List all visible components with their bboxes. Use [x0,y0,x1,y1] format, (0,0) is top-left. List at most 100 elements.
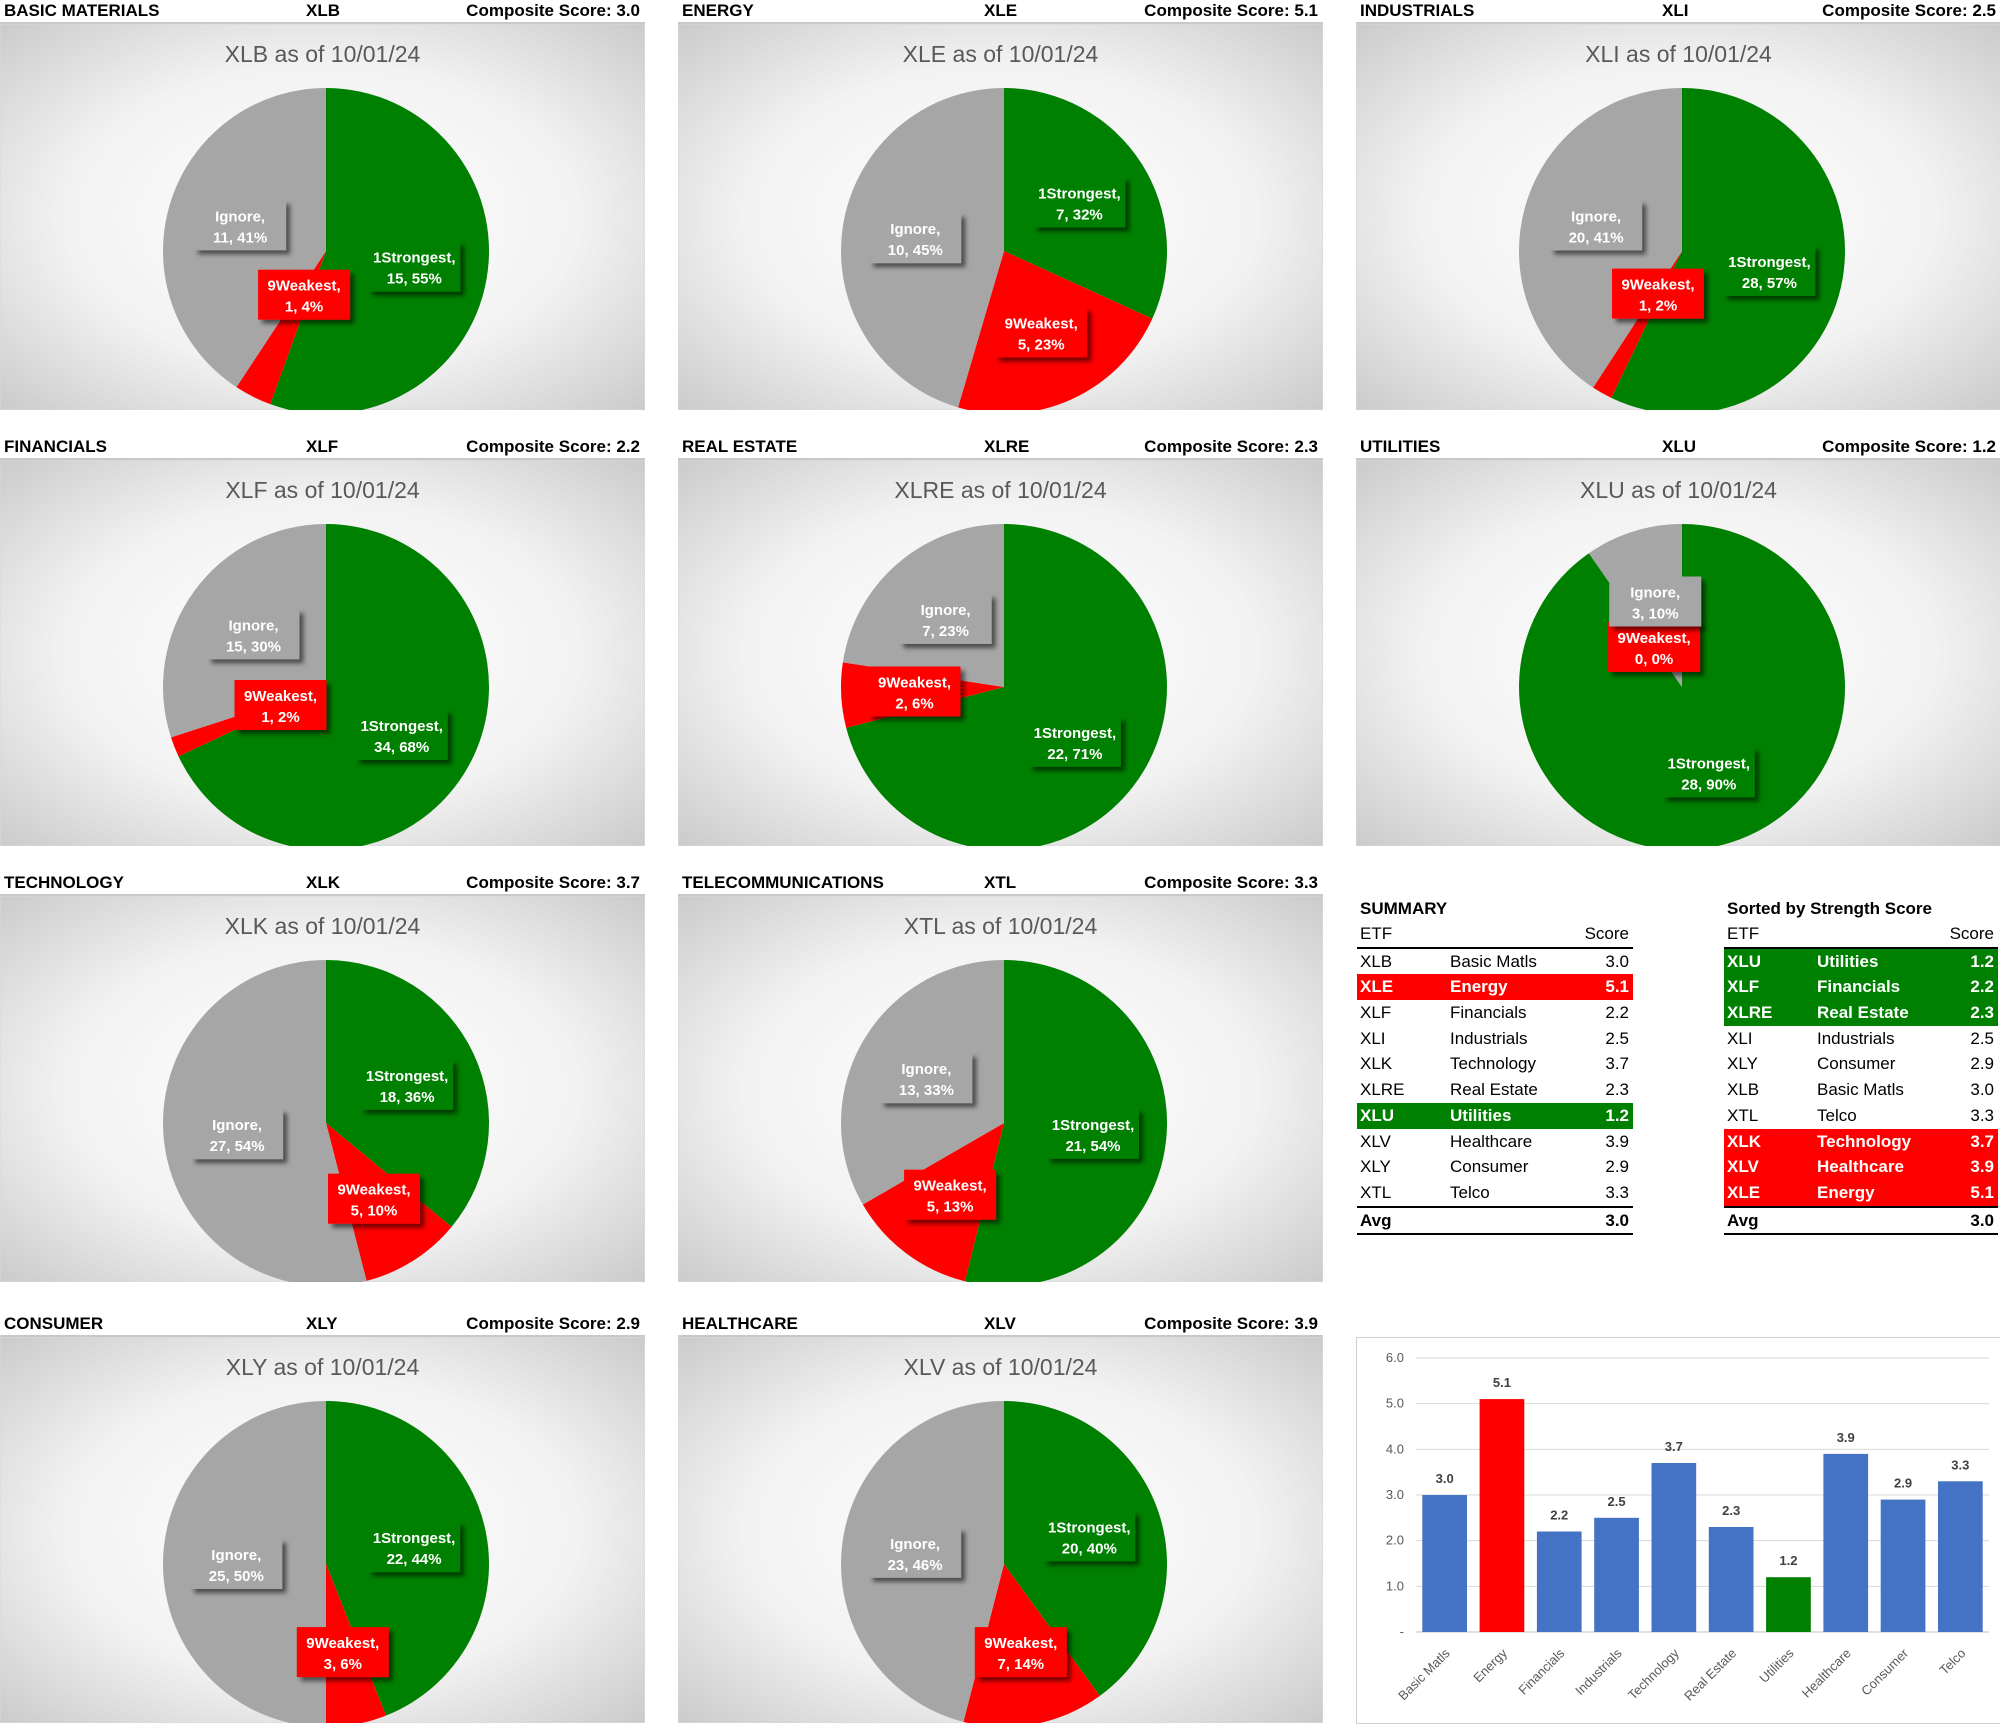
data-label: 9Weakest, 1, 2% [234,680,327,730]
name-cell: Financials [1450,1003,1527,1023]
ticker-symbol: XLF [306,437,339,456]
header-divider [678,894,1323,896]
x-category-label: Healthcare [1799,1646,1854,1701]
pie-chart-area: XLRE as of 10/01/24 1Strongest, 22, 71% 9We… [678,460,1323,846]
summary-header-row: ETF Score [1357,921,1633,949]
data-label-value: 25, 50% [209,1568,264,1585]
name-cell: Energy [1817,1182,1875,1202]
data-label-category: Ignore, [212,1117,262,1134]
table-row: XLB Basic Matls 3.0 [1357,949,1633,975]
data-label: 9Weakest, 3, 6% [296,1627,389,1678]
data-label-category: 9Weakest, [337,1182,410,1199]
sorted-avg-label: Avg [1727,1210,1759,1230]
score-cell: 1.2 [1970,951,1994,971]
data-label-value: 22, 71% [1047,746,1102,763]
data-label-box [1550,200,1643,251]
sector-name: UTILITIES [1360,437,1441,456]
pie-panel-xlv: HEALTHCARE XLV Composite Score: 3.9 XLV as … [678,1313,1323,1725]
data-label-category: 1Strongest, [1668,756,1751,773]
data-label-box [361,1059,454,1110]
data-label-category: 9Weakest, [1621,277,1694,294]
bar-value-label: 2.5 [1608,1494,1626,1509]
table-row: XLB Basic Matls 3.0 [1724,1077,1998,1103]
bar-value-label: 5.1 [1493,1375,1511,1390]
score-cell: 3.3 [1605,1182,1629,1202]
data-label: Ignore, 27, 54% [191,1109,284,1160]
ticker-symbol: XTL [984,873,1017,892]
x-category-label: Financials [1515,1645,1567,1697]
data-label-category: 9Weakest, [984,1635,1057,1652]
sector-name: CONSUMER [4,1314,104,1333]
pie-chart: XLU as of 10/01/24 1Strongest, 28, 90% 9Wea… [1356,460,2000,846]
table-row: XLF Financials 2.2 [1357,1000,1633,1026]
data-label: 1Strongest, 28, 57% [1723,245,1816,296]
data-label-box [904,1169,997,1220]
bar [1651,1463,1697,1632]
name-cell: Technology [1817,1131,1912,1151]
ticker-symbol: XLY [306,1314,338,1333]
data-label-value: 10, 45% [888,242,943,259]
score-cell: 3.0 [1605,951,1629,971]
sorted-header-row: ETF Score [1724,921,1998,949]
y-tick-label: 2.0 [1386,1533,1404,1548]
data-label-value: 5, 10% [351,1203,398,1220]
bar [1536,1531,1582,1632]
ticker-symbol: XLRE [984,437,1030,456]
name-cell: Telco [1817,1105,1857,1125]
data-label-box [368,1522,461,1573]
slice-strongest [178,524,489,846]
data-label-category: 9Weakest, [268,278,341,295]
data-label-value: 7, 23% [922,623,969,640]
data-label-box [1723,245,1816,296]
sector-name: ENERGY [682,1,754,20]
pie-chart-area: XTL as of 10/01/24 1Strongest, 21, 54% 9Wea… [678,896,1323,1282]
data-label: Ignore, 13, 33% [880,1053,973,1104]
data-label-category: Ignore, [228,617,278,634]
data-label-box [868,666,961,717]
bar-value-label: 2.9 [1894,1476,1912,1491]
x-category-label: Utilities [1756,1645,1797,1686]
data-label-box [258,269,351,320]
data-label-box [1612,268,1704,319]
y-tick-label: 1.0 [1386,1578,1404,1593]
data-label-box [191,1109,284,1160]
data-label-box [1028,716,1121,767]
pie-chart: XLF as of 10/01/24 1Strongest, 34, 68% 9Wea… [0,460,645,846]
data-label-value: 7, 32% [1056,207,1103,224]
name-cell: Industrials [1450,1028,1528,1048]
x-category-label: Basic Matls [1395,1645,1453,1703]
data-label-category: 1Strongest, [1034,725,1117,742]
x-category-label: Consumer [1858,1645,1911,1698]
etf-cell: XLI [1727,1028,1753,1048]
data-label-box [995,307,1088,358]
panel-header: REAL ESTATE XLRE Composite Score: 2.3 [678,436,1323,456]
bar-value-label: 2.2 [1550,1508,1568,1523]
data-label-category: Ignore, [215,208,265,225]
x-category-label: Energy [1470,1645,1510,1685]
data-label-value: 34, 68% [374,739,429,756]
x-category-label: Telco [1936,1646,1968,1678]
data-label-value: 3, 6% [324,1656,362,1673]
sector-name: TELECOMMUNICATIONS [682,873,884,892]
score-cell: 5.1 [1970,1182,1994,1202]
composite-score: Composite Score: 5.1 [1144,1,1318,20]
data-label-category: Ignore, [901,1061,951,1078]
y-tick-label: 3.0 [1386,1487,1404,1502]
data-label: 1Strongest, 21, 54% [1047,1108,1139,1159]
data-label-value: 5, 13% [927,1199,974,1216]
name-cell: Healthcare [1450,1131,1533,1151]
header-divider [0,22,645,24]
data-label-value: 27, 54% [210,1138,265,1155]
data-label-value: 15, 55% [387,271,442,288]
x-category-label: Technology [1625,1645,1682,1702]
data-label: 1Strongest, 22, 71% [1028,716,1121,767]
data-label: 9Weakest, 1, 2% [1612,268,1704,319]
table-row: XLY Consumer 2.9 [1357,1154,1633,1180]
sorted-avg-row: Avg 3.0 [1724,1205,1998,1236]
etf-cell: XLRE [1727,1003,1773,1023]
data-label: 1Strongest, 28, 90% [1662,747,1755,798]
table-row: XLE Energy 5.1 [1724,1179,1998,1206]
score-cell: 3.0 [1970,1080,1994,1100]
data-label-box [1047,1108,1139,1159]
data-label-category: 1Strongest, [373,1530,456,1547]
